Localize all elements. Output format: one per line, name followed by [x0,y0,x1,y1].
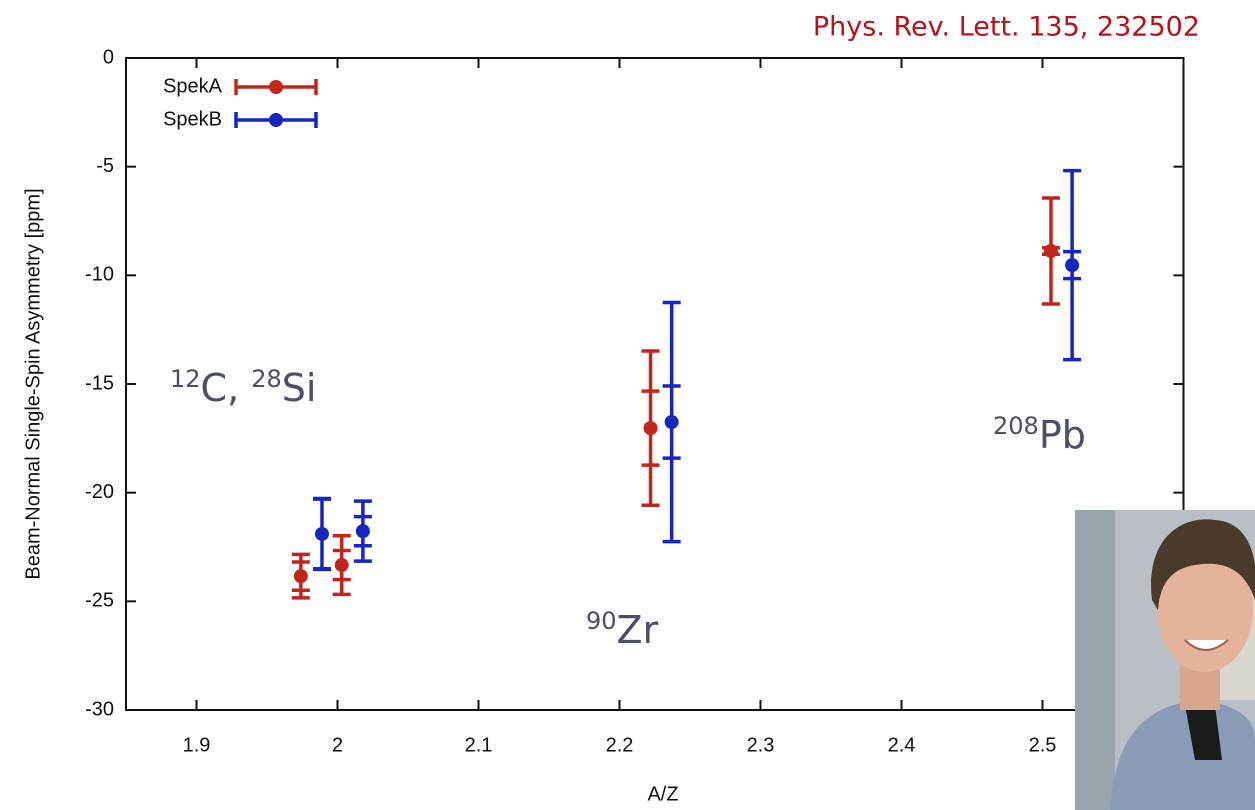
y-axis-label: Beam-Normal Single-Spin Asymmetry [ppm] [22,188,44,579]
annotation-superscript: 12 [170,365,201,393]
point [1065,258,1080,273]
y-tick-label: -5 [96,155,114,177]
series [312,168,1082,572]
chart-title: Phys. Rev. Lett. 135, 232502 [813,12,1200,43]
annotation: 90Zr [586,607,659,652]
legend-label: SpekB [163,108,222,130]
point [314,526,329,541]
legend-marker [269,80,283,94]
y-tick-label: -15 [85,372,114,394]
x-tick-label: 2.4 [888,734,916,756]
annotation: 12C, 28Si [170,365,316,410]
x-tick-label: 2.2 [606,734,634,756]
x-axis-label: A/Z [647,783,678,805]
y-tick-label: 0 [103,46,114,68]
annotation-text: C, [201,366,252,410]
annotation-text: Pb [1039,413,1086,457]
annotation-superscript: 28 [251,365,282,393]
point [1043,243,1058,258]
annotation: 208Pb [993,412,1086,457]
plot-layer: 0 -5 -10 -15 -20 -25 -30 1.9 2 2.1 2.2 2.3 2.4 2.5 Spe… [85,46,1184,756]
x-tick-label: 2.5 [1029,734,1057,756]
series [291,196,1060,600]
y-tick-label: -10 [85,264,114,286]
photo [1075,510,1255,810]
point [664,415,679,430]
point [293,569,308,584]
x-tick-label: 2.3 [747,734,775,756]
y-tick-label: -20 [85,481,114,503]
y-tick-label: -30 [85,698,114,720]
annotation-text: Zr [617,608,659,652]
point [334,558,349,573]
annotation-superscript: 208 [993,412,1039,440]
point [355,524,370,539]
legend-marker [269,113,283,127]
x-tick-label: 2.1 [465,734,493,756]
point [643,421,658,436]
y-tick-label: -25 [85,590,114,612]
annotation-text: Si [282,366,317,410]
legend-label: SpekA [163,75,223,97]
x-tick-label: 1.9 [183,734,211,756]
x-tick-label: 2 [332,734,343,756]
annotation-superscript: 90 [586,607,617,635]
